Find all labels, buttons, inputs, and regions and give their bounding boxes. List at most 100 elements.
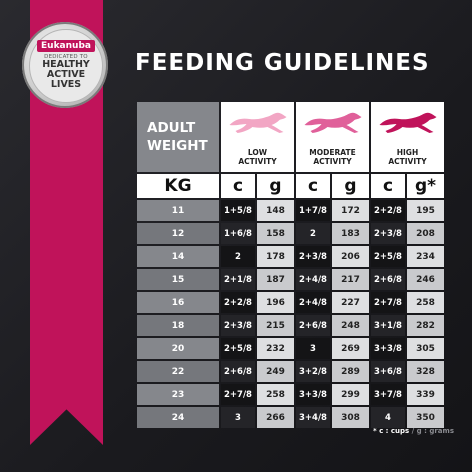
- weight-cell: 11: [137, 200, 219, 221]
- weight-cell: 23: [137, 384, 219, 405]
- footnote: * c : cups / g : grams: [373, 427, 454, 435]
- cups-header-moderate: c: [296, 174, 330, 198]
- grams-cell: 339: [407, 384, 444, 405]
- grams-cell: 227: [332, 292, 369, 313]
- table-row: 23 2+7/8 258 3+3/8 299 3+7/8 339: [137, 384, 444, 405]
- cups-cell: 3+1/8: [371, 315, 405, 336]
- grams-cell: 158: [257, 223, 294, 244]
- grams-cell: 328: [407, 361, 444, 382]
- cups-cell: 2+5/8: [221, 338, 255, 359]
- table-row: 16 2+2/8 196 2+4/8 227 2+7/8 258: [137, 292, 444, 313]
- adult-weight-line2: WEIGHT: [147, 138, 208, 154]
- grams-cell: 148: [257, 200, 294, 221]
- table-row: 22 2+6/8 249 3+2/8 289 3+6/8 328: [137, 361, 444, 382]
- grams-cell: 258: [407, 292, 444, 313]
- high-activity-header: HIGH ACTIVITY: [371, 102, 444, 172]
- brand-tagline-small: DEDICATED TO: [44, 54, 88, 60]
- footnote-grams: g : grams: [416, 427, 454, 435]
- running-dog-icon: [304, 112, 362, 133]
- grams-cell: 232: [257, 338, 294, 359]
- weight-cell: 16: [137, 292, 219, 313]
- cups-header-high: c: [371, 174, 405, 198]
- grams-header-low: g: [257, 174, 294, 198]
- cups-cell: 2+5/8: [371, 246, 405, 267]
- grams-cell: 196: [257, 292, 294, 313]
- cups-cell: 2+2/8: [371, 200, 405, 221]
- cups-cell: 2+3/8: [371, 223, 405, 244]
- header-row-activity: ADULT WEIGHT LOW ACTIVITY MODERATE ACTIV…: [137, 102, 444, 172]
- adult-weight-line1: ADULT: [147, 120, 196, 136]
- grams-cell: 305: [407, 338, 444, 359]
- brand-tagline-1: HEALTHY: [42, 59, 90, 70]
- table-row: 20 2+5/8 232 3 269 3+3/8 305: [137, 338, 444, 359]
- cups-cell: 3+7/8: [371, 384, 405, 405]
- cups-cell: 2+3/8: [221, 315, 255, 336]
- weight-cell: 20: [137, 338, 219, 359]
- table-row: 24 3 266 3+4/8 308 4 350: [137, 407, 444, 428]
- cups-cell: 3+3/8: [371, 338, 405, 359]
- cups-cell: 3+4/8: [296, 407, 330, 428]
- table-row: 12 1+6/8 158 2 183 2+3/8 208: [137, 223, 444, 244]
- weight-cell: 15: [137, 269, 219, 290]
- grams-cell: 217: [332, 269, 369, 290]
- adult-weight-header: ADULT WEIGHT: [137, 102, 219, 172]
- cups-cell: 2+7/8: [371, 292, 405, 313]
- running-dog-icon: [229, 112, 287, 133]
- grams-cell: 183: [332, 223, 369, 244]
- brand-badge: Eukanuba DEDICATED TO HEALTHY ACTIVE LIV…: [22, 22, 108, 108]
- footnote-cups: * c : cups: [372, 427, 410, 435]
- weight-cell: 18: [137, 315, 219, 336]
- grams-cell: 249: [257, 361, 294, 382]
- cups-cell: 1+7/8: [296, 200, 330, 221]
- grams-cell: 289: [332, 361, 369, 382]
- brand-tagline-3: LIVES: [50, 79, 82, 90]
- cups-cell: 1+6/8: [221, 223, 255, 244]
- feeding-table: ADULT WEIGHT LOW ACTIVITY MODERATE ACTIV…: [135, 100, 446, 430]
- grams-cell: 208: [407, 223, 444, 244]
- cups-cell: 3: [296, 338, 330, 359]
- table-body: 11 1+5/8 148 1+7/8 172 2+2/8 195 12 1+6/8 158 2 183…: [137, 200, 444, 428]
- footnote-separator: /: [409, 427, 417, 435]
- moderate-activity-line1: MODERATE: [309, 148, 356, 157]
- header-row-units: KG c g c g c g*: [137, 174, 444, 198]
- grams-cell: 206: [332, 246, 369, 267]
- cups-cell: 2+7/8: [221, 384, 255, 405]
- cups-cell: 2+1/8: [221, 269, 255, 290]
- cups-cell: 3+6/8: [371, 361, 405, 382]
- cups-cell: 2+4/8: [296, 292, 330, 313]
- grams-cell: 299: [332, 384, 369, 405]
- moderate-activity-line2: ACTIVITY: [313, 157, 352, 166]
- low-activity-header: LOW ACTIVITY: [221, 102, 294, 172]
- weight-cell: 14: [137, 246, 219, 267]
- grams-cell: 246: [407, 269, 444, 290]
- grams-cell: 248: [332, 315, 369, 336]
- cups-header-low: c: [221, 174, 255, 198]
- cups-cell: 2+6/8: [371, 269, 405, 290]
- grams-cell: 178: [257, 246, 294, 267]
- table-row: 11 1+5/8 148 1+7/8 172 2+2/8 195: [137, 200, 444, 221]
- cups-cell: 1+5/8: [221, 200, 255, 221]
- badge-inner: Eukanuba DEDICATED TO HEALTHY ACTIVE LIV…: [29, 29, 103, 103]
- cups-cell: 3+2/8: [296, 361, 330, 382]
- weight-cell: 12: [137, 223, 219, 244]
- low-activity-line1: LOW: [247, 148, 268, 157]
- grams-cell: 258: [257, 384, 294, 405]
- brand-logo: Eukanuba: [37, 40, 95, 52]
- cups-cell: 2+6/8: [296, 315, 330, 336]
- running-dog-icon: [379, 112, 437, 133]
- table-row: 18 2+3/8 215 2+6/8 248 3+1/8 282: [137, 315, 444, 336]
- low-activity-line2: ACTIVITY: [238, 157, 277, 166]
- cups-cell: 2: [221, 246, 255, 267]
- table-row: 15 2+1/8 187 2+4/8 217 2+6/8 246: [137, 269, 444, 290]
- high-activity-line1: HIGH: [396, 148, 419, 157]
- grams-cell: 269: [332, 338, 369, 359]
- grams-cell: 234: [407, 246, 444, 267]
- grams-cell: 172: [332, 200, 369, 221]
- weight-cell: 24: [137, 407, 219, 428]
- cups-cell: 4: [371, 407, 405, 428]
- grams-header-high: g*: [407, 174, 444, 198]
- grams-cell: 187: [257, 269, 294, 290]
- cups-cell: 2+2/8: [221, 292, 255, 313]
- grams-cell: 350: [407, 407, 444, 428]
- cups-cell: 3: [221, 407, 255, 428]
